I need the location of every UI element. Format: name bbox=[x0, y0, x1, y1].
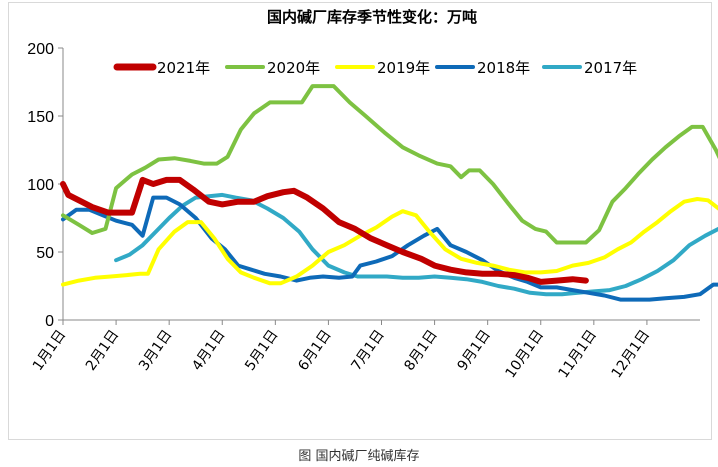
x-tick-label: 7月1日 bbox=[348, 327, 387, 374]
y-tick-label: 100 bbox=[27, 177, 54, 194]
series-line bbox=[61, 195, 718, 302]
x-tick-label: 9月1日 bbox=[455, 327, 494, 374]
x-tick-label: 11月1日 bbox=[556, 327, 601, 381]
x-tick-label: 6月1日 bbox=[295, 327, 334, 374]
legend-label: 2020年 bbox=[267, 59, 320, 77]
legend-label: 2019年 bbox=[377, 59, 430, 77]
y-tick-label: 50 bbox=[36, 245, 54, 262]
y-tick-label: 0 bbox=[45, 313, 54, 330]
chart-title: 国内碱厂库存季节性变化：万吨 bbox=[267, 8, 477, 26]
x-tick-label: 4月1日 bbox=[189, 327, 228, 374]
legend: 2021年 2020年 2019年 2018年 2017年 bbox=[113, 59, 637, 77]
x-tick-label: 1月1日 bbox=[30, 327, 69, 374]
x-tick-label: 2月1日 bbox=[83, 327, 122, 374]
series-line bbox=[61, 84, 718, 245]
series-line bbox=[60, 176, 589, 285]
series-line bbox=[61, 197, 718, 287]
line-chart: 国内碱厂库存季节性变化：万吨 0 50 100 150 200 1月1日 2月1日 3月1日 4… bbox=[27, 8, 718, 381]
y-tick-label: 200 bbox=[27, 41, 54, 58]
legend-label: 2017年 bbox=[584, 59, 637, 77]
legend-label: 2018年 bbox=[477, 59, 530, 77]
x-tick-label: 12月1日 bbox=[609, 327, 654, 381]
x-tick-label: 3月1日 bbox=[136, 327, 175, 374]
figure-caption: 图 国内碱厂纯碱库存 bbox=[298, 449, 420, 464]
series-lines bbox=[60, 84, 718, 302]
x-tick-label: 10月1日 bbox=[503, 327, 548, 381]
legend-label: 2021年 bbox=[157, 59, 210, 77]
chart-frame bbox=[8, 2, 712, 440]
x-tick-label: 8月1日 bbox=[401, 327, 440, 374]
x-tick-label: 5月1日 bbox=[242, 327, 281, 374]
y-tick-label: 150 bbox=[27, 109, 54, 126]
